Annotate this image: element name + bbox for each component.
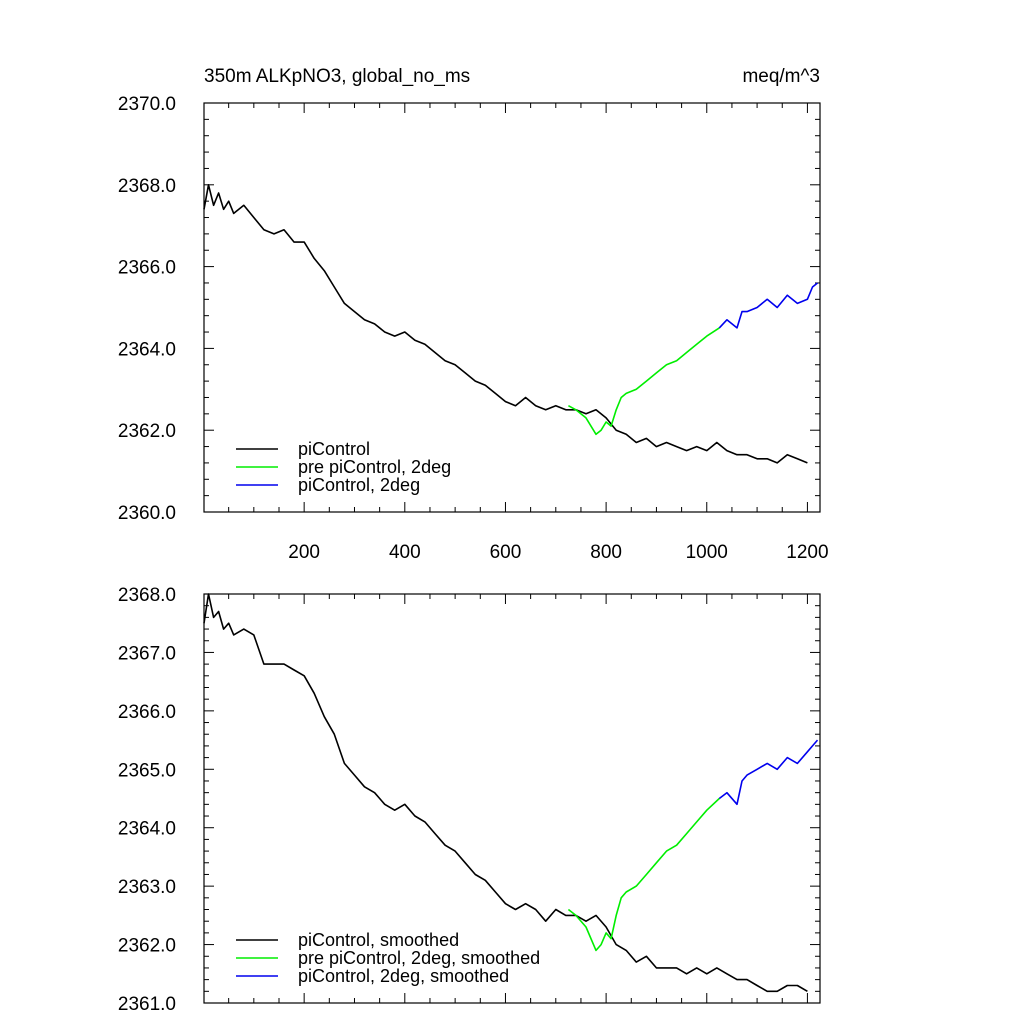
x-tick-label: 800 — [590, 542, 622, 563]
y-tick-label: 2366.0 — [118, 702, 176, 723]
bottom-panel: 2361.0 2362.0 2363.0 2364.0 2365.0 2366.0 2367… — [118, 585, 821, 1015]
y-tick-label: 2360.0 — [118, 503, 176, 524]
series-line-1 — [567, 797, 720, 952]
x-tick-label: 600 — [490, 542, 522, 563]
y-tick-label: 2363.0 — [118, 877, 176, 898]
top-panel: 350m ALKpNO3, global_no_ms meq/m^3 200 40… — [118, 66, 829, 563]
legend-label: piControl — [298, 439, 370, 459]
y-tick-label: 2368.0 — [118, 176, 176, 197]
legend-label: piControl, 2deg, smoothed — [298, 966, 509, 986]
x-tick-label: 200 — [288, 542, 320, 563]
chart-title-left: 350m ALKpNO3, global_no_ms — [204, 66, 470, 87]
plot-frame — [203, 593, 821, 1004]
legend-label: pre piControl, 2deg, smoothed — [298, 948, 540, 968]
y-tick-label: 2361.0 — [118, 994, 176, 1015]
plot-frame — [203, 102, 821, 513]
y-tick-label: 2365.0 — [118, 760, 176, 781]
y-tick-label: 2364.0 — [118, 819, 176, 840]
y-tick-label: 2368.0 — [118, 585, 176, 606]
series-line-2 — [718, 282, 818, 329]
y-tick-label: 2370.0 — [118, 94, 176, 115]
y-tick-label: 2367.0 — [118, 643, 176, 664]
x-tick-label: 1200 — [786, 542, 828, 563]
series-line-0 — [203, 184, 808, 464]
y-tick-label: 2364.0 — [118, 339, 176, 360]
y-tick-label: 2366.0 — [118, 258, 176, 279]
x-tick-label: 400 — [389, 542, 421, 563]
legend-label: piControl, 2deg — [298, 475, 420, 495]
legend-label: pre piControl, 2deg — [298, 457, 451, 477]
x-tick-label: 1000 — [686, 542, 728, 563]
y-tick-label: 2362.0 — [118, 421, 176, 442]
series-line-0 — [203, 593, 808, 993]
series-line-2 — [718, 739, 819, 806]
legend-label: piControl, smoothed — [298, 930, 459, 950]
y-tick-label: 2362.0 — [118, 936, 176, 957]
chart-title-right: meq/m^3 — [742, 66, 820, 87]
series-line-1 — [568, 327, 720, 436]
